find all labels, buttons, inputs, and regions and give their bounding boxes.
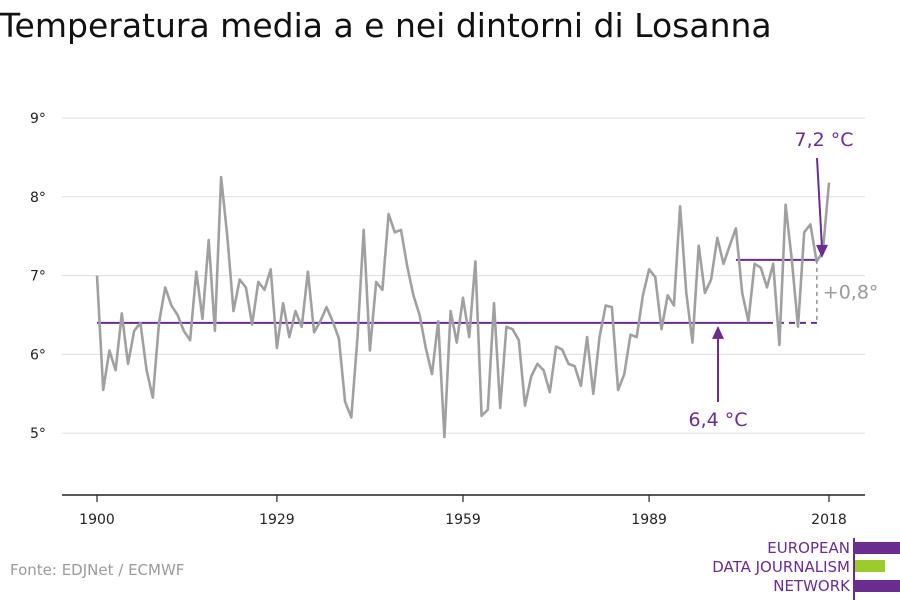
x-tick-label: 2018 — [811, 512, 847, 528]
y-axis-ticks: 5° 6° 7° 8° 9° — [30, 111, 46, 442]
x-tick-label: 1959 — [445, 512, 481, 528]
chart-title: Temperatura media a e nei dintorni di Lo… — [0, 6, 772, 45]
grid-lines — [62, 117, 865, 434]
source-note: Fonte: EDJNet / ECMWF — [10, 561, 185, 579]
x-tick-label: 1900 — [79, 512, 115, 528]
reference-label-7-2: 7,2 °C — [794, 129, 853, 151]
annotations: +0,8° 7,2 °C 6,4 °C — [688, 129, 878, 431]
logo-bar-purple-top — [855, 542, 900, 554]
logo-line-1: EUROPEAN — [767, 539, 850, 557]
x-axis: 1900 1929 1959 1989 2018 — [62, 494, 865, 528]
x-tick-label: 1929 — [259, 512, 295, 528]
y-tick-label: 9° — [30, 111, 46, 127]
logo-line-2: DATA JOURNALISM — [712, 558, 850, 576]
edjnet-logo: EUROPEAN DATA JOURNALISM NETWORK — [700, 538, 900, 600]
y-tick-label: 8° — [30, 190, 46, 206]
arrow-head-6-4 — [712, 325, 724, 339]
reference-label-6-4: 6,4 °C — [688, 409, 747, 431]
logo-bar-purple-bottom — [855, 580, 900, 592]
logo-bar-green — [855, 560, 885, 572]
y-tick-label: 5° — [30, 426, 46, 442]
logo-divider — [853, 538, 855, 600]
series-layer — [95, 175, 831, 439]
reference-lines — [97, 258, 819, 324]
arrow-shaft-7-2 — [816, 157, 823, 248]
logo-line-3: NETWORK — [773, 577, 850, 595]
x-tick-label: 1989 — [631, 512, 667, 528]
y-tick-label: 6° — [30, 347, 46, 363]
difference-label: +0,8° — [823, 281, 879, 303]
arrow-head-7-2 — [816, 244, 828, 258]
temperature-series-line — [95, 175, 831, 439]
y-tick-label: 7° — [30, 269, 46, 285]
